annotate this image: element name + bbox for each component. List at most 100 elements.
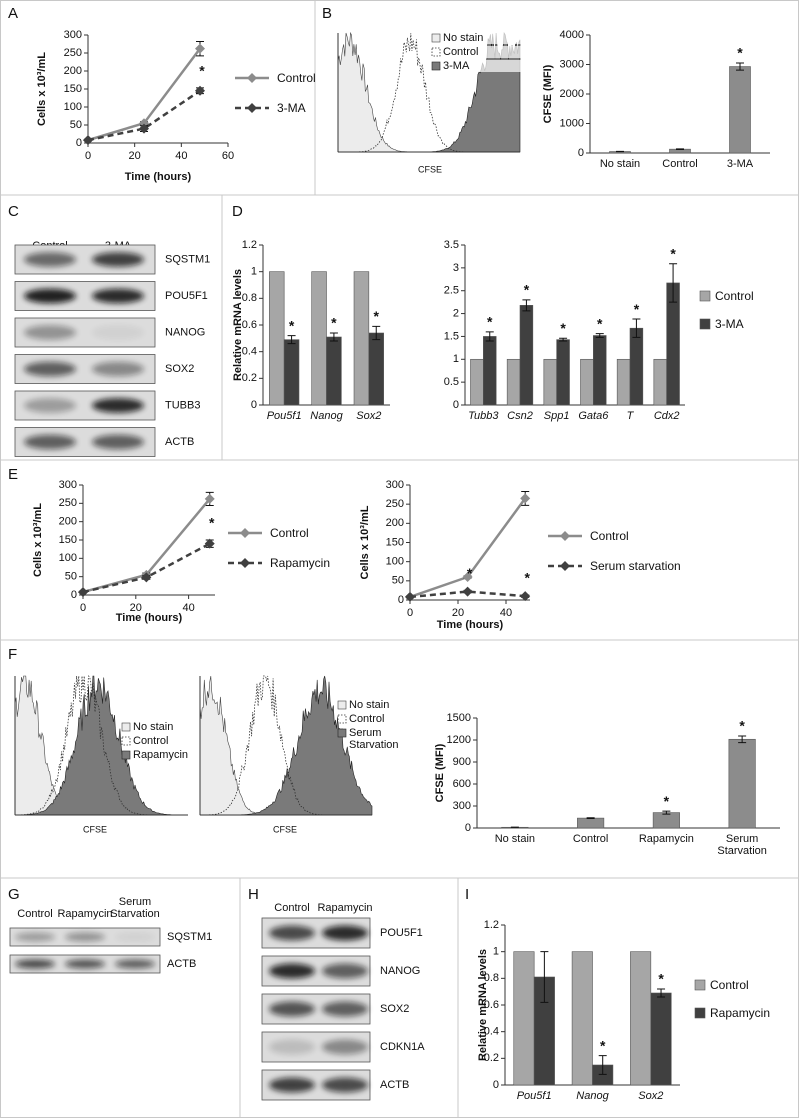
- blot-column-label-box: Control: [274, 902, 309, 914]
- x-tick-label-box: Nanog: [576, 1090, 609, 1102]
- bar: [650, 992, 672, 1086]
- x-tick-label: Control: [662, 158, 698, 170]
- y-tick-label: 50: [392, 575, 404, 587]
- legend-label-box: Rapamycin: [133, 749, 203, 761]
- y-axis-title: CFSE (MFI): [542, 64, 554, 123]
- x-tick-label-box: Serum Starvation: [717, 833, 767, 857]
- legend-label-box: No stain: [133, 721, 203, 733]
- y-tick-label: 1: [493, 946, 499, 958]
- x-tick-label: Nanog: [576, 1090, 609, 1102]
- blot-row-label: CDKN1A: [380, 1041, 425, 1053]
- y-tick-label: 0: [578, 147, 584, 159]
- legend-marker: [240, 528, 250, 538]
- legend-swatch: [431, 61, 441, 71]
- error-bar: [632, 318, 641, 338]
- point: [462, 586, 473, 597]
- x-tick-label-box: 3-MA: [727, 158, 753, 170]
- y-tick-label: 2: [453, 307, 459, 319]
- blot-band: [92, 361, 144, 377]
- error-bar: [598, 1055, 607, 1075]
- blot-band: [322, 963, 368, 979]
- y-tick-label: 300: [386, 479, 404, 491]
- series-line: [87, 89, 201, 142]
- point: [141, 572, 152, 583]
- x-axis-title: Time (hours): [437, 619, 504, 631]
- x-tick-label-box: Rapamycin: [639, 833, 694, 845]
- y-tick-label: 100: [59, 552, 77, 564]
- y-tick-label: 200: [64, 65, 82, 77]
- legend-label: Rapamycin: [270, 557, 331, 570]
- legend-label: 3-MA: [715, 318, 744, 331]
- legend-swatch: [337, 728, 347, 738]
- y-axis-title: Cells x 10³/mL: [359, 505, 371, 579]
- x-tick-label: Spp1: [543, 410, 570, 422]
- y-tick-label: 0.6: [242, 319, 257, 331]
- y-tick-label: 0: [76, 137, 82, 149]
- y-axis-title: Cells x 10³/mL: [36, 52, 48, 126]
- legend-label-box: 3-MA: [277, 102, 306, 114]
- panel-label: I: [465, 886, 469, 903]
- legend-swatch: [121, 736, 131, 746]
- x-tick-label-box: Pou5f1: [267, 410, 302, 422]
- error-bar: [676, 148, 684, 150]
- blot-column-label-box: Rapamycin: [317, 902, 373, 914]
- panel-label: B: [322, 5, 332, 22]
- legend-label-box: Control: [590, 530, 629, 543]
- legend-swatch: [699, 290, 711, 302]
- legend-label: Control: [590, 530, 629, 543]
- x-tick-label-box: Nanog: [310, 410, 342, 422]
- legend-label-box: Serum Starvation: [349, 727, 405, 751]
- blot-column-label-box: Serum Starvation: [110, 896, 160, 920]
- blot-row-label: ACTB: [165, 436, 194, 448]
- y-tick-label: 300: [59, 479, 77, 491]
- bar: [653, 358, 667, 406]
- y-tick-label: 0.8: [242, 292, 257, 304]
- blot-band: [92, 252, 144, 267]
- blot-band: [322, 1077, 368, 1093]
- blot-row-label: SQSTM1: [167, 931, 212, 943]
- x-tick-label: 0: [85, 150, 91, 162]
- blot-band: [24, 325, 76, 340]
- panel-label: C: [8, 203, 19, 220]
- blot-column-label: Control: [17, 908, 53, 920]
- x-tick-label: 0: [80, 602, 86, 614]
- legend-label: Control: [715, 290, 754, 303]
- blot-band: [269, 963, 315, 979]
- significance-mark: *: [209, 515, 215, 531]
- y-tick-label: 3: [453, 262, 459, 274]
- legend-swatch: [694, 1007, 706, 1019]
- x-tick-label-box: No stain: [495, 833, 535, 845]
- bar: [311, 271, 327, 406]
- legend-label-box: 3-MA: [715, 318, 744, 331]
- blot-band: [24, 288, 76, 304]
- y-tick-label: 300: [64, 29, 82, 41]
- point: [139, 123, 149, 134]
- significance-mark: *: [524, 282, 530, 298]
- y-tick-label: 600: [453, 778, 471, 790]
- blot-band: [115, 932, 155, 942]
- x-tick-label-box: Csn2: [507, 410, 533, 422]
- blot-row-label: POU5F1: [165, 290, 208, 302]
- legend-swatch: [121, 750, 131, 760]
- y-tick-label: 1: [251, 266, 257, 278]
- y-tick-label: 150: [59, 534, 77, 546]
- y-tick-label: 3000: [560, 58, 584, 70]
- blot-column-label: Serum Starvation: [110, 896, 160, 920]
- y-tick-label: 50: [70, 119, 82, 131]
- panel-label: D: [232, 203, 243, 220]
- x-axis-title: Time (hours): [116, 612, 183, 624]
- significance-mark: *: [487, 314, 493, 330]
- significance-mark: *: [670, 245, 676, 261]
- significance-mark: *: [560, 320, 566, 336]
- blot-column-label: Rapamycin: [317, 902, 373, 914]
- x-tick-label-box: Control: [662, 158, 698, 170]
- blot-band: [15, 932, 55, 942]
- blot-band: [322, 1039, 368, 1055]
- y-tick-label: 1.2: [242, 239, 257, 251]
- blot-band: [24, 434, 76, 450]
- bar: [729, 66, 751, 154]
- point: [195, 85, 205, 96]
- blot-row-label: ACTB: [167, 958, 196, 970]
- blot-row-label: POU5F1: [380, 927, 423, 939]
